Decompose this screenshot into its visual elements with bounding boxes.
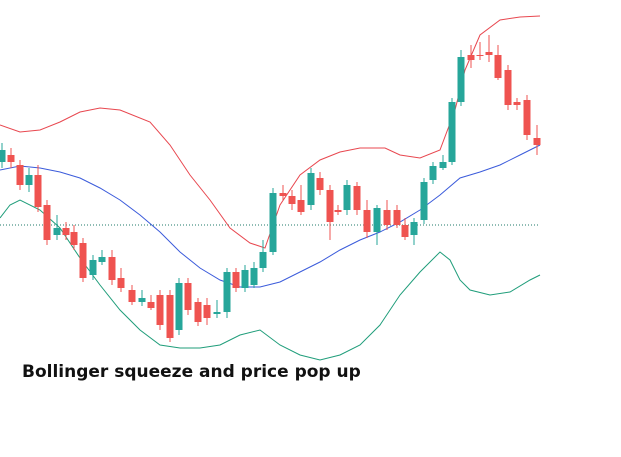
candle-body [533,138,541,145]
candle-body [307,173,315,205]
candle-body [43,205,51,240]
candle-body [485,52,493,55]
candle-body [194,302,202,322]
candle-body [279,193,287,196]
candle-body [147,302,155,308]
candle-body [89,260,97,275]
candle-body [166,295,174,338]
candle-body [241,270,249,288]
candle-body [448,102,456,162]
candle-body [504,70,512,105]
candle-body [439,162,447,168]
candle-body [334,210,342,212]
candle-body [79,243,87,278]
candle-body [250,268,258,285]
candle-body [393,210,401,225]
candle-body [373,208,381,232]
candle-body [316,178,324,190]
candle-body [128,290,136,302]
candle-body [259,252,267,268]
candle-body [288,196,296,204]
band-line [0,144,541,288]
candle-body [184,283,192,310]
candle-body [297,200,305,212]
candle-body [7,155,15,162]
candle-body [401,225,409,237]
candle-body [70,232,78,245]
candle-body [213,312,221,314]
candle-body [156,295,164,325]
candle-body [269,193,277,252]
candle-body [98,257,106,262]
candle-body [138,298,146,302]
candle-body [513,102,521,105]
candle-body [523,100,531,135]
candle-body [175,283,183,330]
candle-body [34,175,42,207]
candle-body [494,55,502,78]
candle-body [232,272,240,288]
candle-body [16,165,24,185]
candle-body [117,278,125,288]
candle-body [108,257,116,280]
candle-body [353,186,361,210]
candle-body [62,228,70,235]
candle-body [429,166,437,180]
candle-body [383,210,391,225]
candle-body [343,185,351,210]
candle-body [420,182,428,220]
candle-body [363,210,371,232]
annotation: Bollinger squeeze and price pop up [22,362,361,382]
candle-body [467,55,475,60]
candle-body [410,222,418,235]
candle-body [223,272,231,312]
candle-body [0,150,6,162]
candle-body [53,228,61,235]
candle-body [457,57,465,102]
candle-body [326,190,334,222]
candle-body [476,55,484,56]
candle-body [203,305,211,318]
candle-body [25,175,33,185]
